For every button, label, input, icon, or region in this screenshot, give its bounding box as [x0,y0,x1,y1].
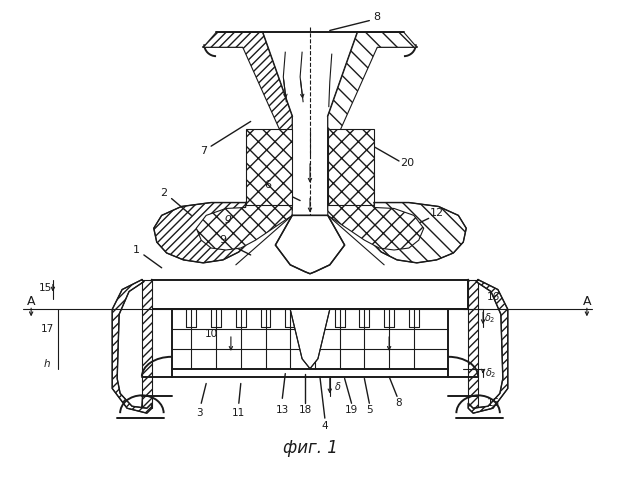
Text: 8: 8 [396,398,402,408]
Text: $\delta_2$: $\delta_2$ [485,366,497,380]
Polygon shape [468,280,508,413]
Polygon shape [275,216,345,274]
Text: 7: 7 [199,146,207,156]
Text: g: g [224,214,232,224]
Text: A: A [582,295,591,308]
Text: 10: 10 [204,329,218,339]
Text: A: A [27,295,35,308]
Polygon shape [196,206,292,250]
Text: $\delta$: $\delta$ [334,380,342,392]
Text: 17: 17 [40,324,53,334]
Text: 6: 6 [264,180,271,190]
Text: 11: 11 [232,408,245,418]
Polygon shape [290,310,330,368]
Text: 15: 15 [39,282,52,292]
Polygon shape [246,130,292,206]
Text: 1: 1 [132,245,140,255]
Text: 20: 20 [400,158,414,168]
Polygon shape [328,130,374,206]
Text: 18: 18 [299,405,312,415]
Text: h: h [43,358,50,368]
Polygon shape [374,202,466,263]
Text: 8: 8 [374,12,381,22]
Polygon shape [154,202,246,263]
Text: 16: 16 [486,292,499,302]
Text: фиг. 1: фиг. 1 [283,439,337,457]
Polygon shape [328,206,424,250]
Text: 2: 2 [160,188,167,198]
Text: 3: 3 [196,408,202,418]
Text: 13: 13 [276,405,289,415]
Text: 15: 15 [486,398,499,408]
Polygon shape [328,32,417,132]
Text: $\delta_2$: $\delta_2$ [484,312,496,325]
Text: 12: 12 [430,208,443,218]
Text: 4: 4 [322,421,328,431]
Text: 9: 9 [219,235,227,245]
Polygon shape [112,280,152,413]
Polygon shape [203,32,292,132]
Text: 19: 19 [345,405,358,415]
Polygon shape [468,280,478,408]
Text: 5: 5 [366,405,373,415]
Polygon shape [142,280,152,408]
